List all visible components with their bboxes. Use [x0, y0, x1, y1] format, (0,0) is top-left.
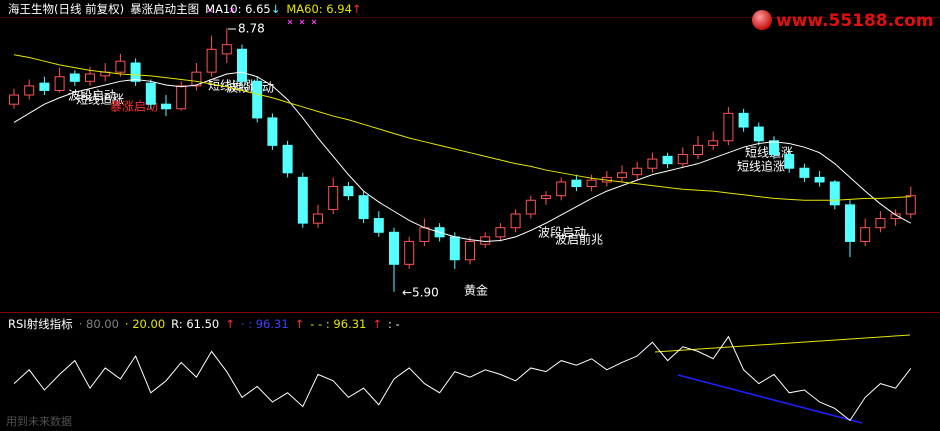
candle-body — [738, 112, 749, 128]
candle-body — [845, 204, 855, 242]
annotation: 短线追涨 — [737, 159, 785, 174]
rsi-header-item: ↑ — [225, 317, 235, 331]
candle-body — [708, 140, 719, 146]
candle-body — [191, 71, 202, 87]
candle-body — [252, 80, 263, 119]
rsi-line — [13, 335, 912, 422]
candle-body — [632, 167, 643, 176]
annotation: 黄金 — [464, 283, 488, 298]
chart-subtitle: 暴涨启动主图 — [130, 2, 200, 16]
candle-body — [161, 103, 171, 110]
candle-body — [693, 144, 703, 156]
candle-body — [723, 112, 734, 142]
candle-body — [875, 218, 886, 229]
candle-body — [860, 227, 871, 242]
candle-body — [389, 231, 399, 265]
annotation: 波段启动 — [538, 225, 586, 240]
candle-body — [85, 73, 95, 82]
candle-body — [69, 73, 80, 82]
candle-body — [541, 195, 551, 199]
legend-entry: MA60: 6.94↑ — [286, 2, 361, 16]
candle-body — [890, 213, 901, 220]
candle-body — [9, 94, 19, 105]
legend-label: MA60: 6.94 — [286, 2, 352, 16]
candle-body — [905, 195, 916, 215]
candle-body — [237, 48, 247, 82]
annotation: 波启前兆 — [555, 232, 603, 247]
candle-body — [556, 181, 567, 197]
candle-body — [145, 82, 156, 105]
candle-body — [677, 154, 688, 165]
rsi-header-item: · 20.00 — [124, 317, 166, 331]
candle-body — [358, 195, 369, 220]
candle-body — [465, 240, 475, 261]
candle-body — [297, 176, 308, 224]
candle-body — [449, 236, 460, 261]
marker — [207, 7, 317, 25]
candle-body — [419, 227, 430, 242]
candle-body — [24, 85, 35, 96]
candle-body — [328, 186, 339, 210]
candle-body — [662, 155, 673, 165]
candle-body — [39, 82, 50, 91]
candle-body — [115, 60, 126, 73]
candle-body — [586, 179, 597, 188]
legend-arrow: ↓ — [270, 2, 281, 16]
rsi-header-item: · 80.00 — [78, 317, 119, 331]
candle-body — [799, 167, 810, 178]
rsi-header-item: R: 61.50 — [171, 317, 220, 331]
candle-body — [373, 218, 384, 233]
rsi-header: RSI射线指标 · 80.00 · 20.00 R: 61.50 ↑ · : 96.31… — [8, 317, 400, 331]
candle-body — [206, 48, 217, 73]
candle-body — [784, 154, 795, 169]
candle-body — [313, 213, 323, 224]
signal-markers — [207, 7, 317, 25]
rsi-header-item: ↑ — [294, 317, 305, 331]
rsi-support-line — [677, 374, 863, 424]
rsi-header-item: - - : 96.31 — [310, 317, 367, 331]
candle-body — [814, 176, 825, 183]
candle-body — [753, 126, 764, 142]
rsi-header-item: : - — [388, 317, 400, 331]
rsi-header-item: · : 96.31 — [240, 317, 289, 331]
candle-body — [130, 62, 141, 82]
moving-average-line — [13, 71, 912, 242]
candle-body — [525, 199, 536, 215]
rsi-header-item: ↑ — [372, 317, 382, 331]
main-header: 海王生物(日线 前复权) 暴涨启动主图 MA10: 6.65↓ MA60: 6.9… — [8, 2, 362, 16]
chart-title: 海王生物(日线 前复权) — [8, 2, 125, 16]
logo-text: www.55188.com — [776, 11, 934, 31]
candle-body — [647, 158, 658, 169]
candle-body — [54, 76, 65, 91]
low-label: ←5.90 — [402, 286, 439, 300]
legend-entry: MA10: 6.65↓ — [205, 2, 280, 16]
candle-body — [617, 172, 627, 178]
logo-icon — [752, 10, 772, 30]
candle-body — [221, 44, 232, 55]
candle-body — [343, 186, 354, 197]
candle-body — [267, 117, 278, 146]
candle-body — [480, 236, 491, 245]
high-label: 8.78 — [238, 22, 265, 36]
candle-body — [282, 144, 293, 174]
candle-body — [571, 179, 582, 188]
candle-body — [404, 240, 415, 265]
legend-arrow: ↑ — [351, 2, 362, 16]
candle-body — [176, 85, 187, 110]
candle-body — [495, 227, 506, 238]
annotation: 短线追涨 — [76, 92, 124, 107]
rsi-title: RSI射线指标 — [8, 317, 73, 331]
rsi-resistance-line — [654, 334, 911, 353]
candle-body — [510, 213, 521, 229]
candle-body — [769, 140, 779, 156]
moving-average-line — [13, 54, 911, 201]
watermark: 用到未来数据 — [6, 414, 72, 428]
candle-body — [829, 181, 840, 206]
legend-label: MA10: 6.65 — [205, 2, 271, 16]
